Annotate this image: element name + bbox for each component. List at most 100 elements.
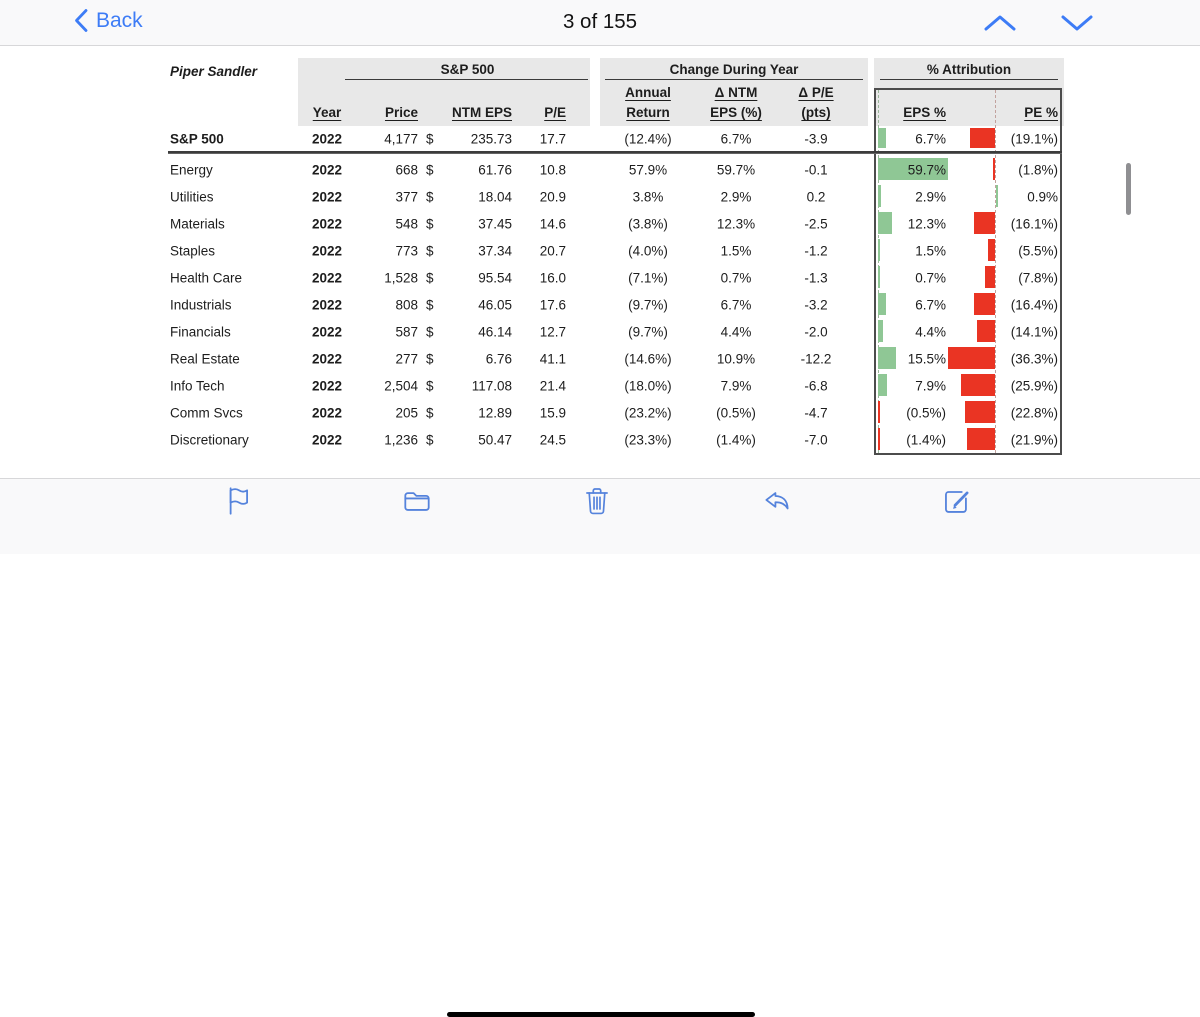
cell-annual-return: (23.3%)	[624, 432, 672, 447]
column-header-pe: P/E	[544, 105, 566, 120]
cell-pe: 24.5	[539, 432, 566, 447]
cell-currency: $	[426, 378, 434, 393]
cell-annual-return: 57.9%	[628, 162, 668, 177]
cell-delta-ntm-eps: 7.9%	[720, 378, 752, 393]
eps-attribution-bar	[878, 374, 888, 396]
cell-pe-attribution: 0.9%	[1027, 189, 1058, 204]
cell-pe: 14.6	[539, 216, 566, 231]
column-header-delta-ntm: Δ NTM	[714, 85, 758, 100]
cell-ntm-eps: 6.76	[485, 351, 512, 366]
back-button[interactable]: Back	[74, 8, 143, 33]
row-label: Discretionary	[170, 432, 249, 447]
cell-pe-attribution: (7.8%)	[1018, 270, 1058, 285]
group-underline	[605, 79, 863, 80]
cell-ntm-eps: 12.89	[478, 405, 512, 420]
cell-year: 2022	[311, 351, 343, 366]
cell-delta-pe: -4.7	[804, 405, 828, 420]
row-label: Financials	[170, 324, 231, 339]
cell-year: 2022	[311, 216, 343, 231]
cell-delta-ntm-eps: 59.7%	[716, 162, 756, 177]
flag-button[interactable]	[220, 484, 254, 518]
pe-attribution-bar	[948, 347, 995, 369]
double-divider-line	[168, 151, 1062, 154]
eps-attribution-bar	[878, 158, 948, 180]
cell-currency: $	[426, 131, 434, 146]
cell-eps-attribution: 59.7%	[907, 162, 946, 177]
cell-year: 2022	[311, 243, 343, 258]
cell-annual-return: (18.0%)	[624, 378, 672, 393]
cell-delta-pe: -6.8	[804, 378, 828, 393]
column-header-year: Year	[312, 105, 342, 120]
cell-pe: 17.6	[539, 297, 566, 312]
table-row: Discretionary 2022 1,236 $ 50.47 24.5 (2…	[168, 426, 1064, 453]
sector-rows: Energy 2022 668 $ 61.76 10.8 57.9% 59.7%…	[168, 156, 1064, 453]
pe-attribution-bar	[970, 128, 995, 148]
table-row: Real Estate 2022 277 $ 6.76 41.1 (14.6%)…	[168, 345, 1064, 372]
cell-eps-attribution: 1.5%	[915, 243, 946, 258]
cell-annual-return: (9.7%)	[628, 297, 668, 312]
cell-year: 2022	[311, 297, 343, 312]
trash-icon	[580, 484, 614, 518]
cell-eps-attribution: 4.4%	[915, 324, 946, 339]
pe-bar-zero-axis	[995, 90, 996, 453]
next-page-chevron-down-icon[interactable]	[1058, 13, 1096, 33]
cell-currency: $	[426, 216, 434, 231]
cell-annual-return: (12.4%)	[624, 131, 672, 146]
folder-button[interactable]	[400, 484, 434, 518]
cell-delta-ntm-eps: (1.4%)	[716, 432, 756, 447]
cell-pe: 41.1	[539, 351, 566, 366]
cell-ntm-eps: 117.08	[471, 378, 512, 393]
cell-currency: $	[426, 351, 434, 366]
cell-ntm-eps: 235.73	[470, 131, 512, 146]
cell-annual-return: (9.7%)	[628, 324, 668, 339]
cell-currency: $	[426, 243, 434, 258]
compose-button[interactable]	[940, 484, 974, 518]
pe-attribution-bar	[984, 266, 995, 288]
cell-delta-pe: -12.2	[800, 351, 832, 366]
cell-price: 1,528	[384, 270, 418, 285]
back-label: Back	[96, 8, 143, 32]
previous-page-chevron-up-icon[interactable]	[981, 13, 1019, 33]
cell-year: 2022	[311, 189, 343, 204]
cell-delta-ntm-eps: 4.4%	[720, 324, 752, 339]
cell-currency: $	[426, 324, 434, 339]
cell-delta-ntm-eps: (0.5%)	[716, 405, 756, 420]
eps-attribution-bar	[878, 401, 880, 423]
home-indicator[interactable]	[447, 1012, 755, 1017]
cell-delta-pe: -0.1	[804, 162, 828, 177]
financial-table: Piper Sandler S&P 500 Change During Year…	[168, 58, 1064, 468]
cell-delta-ntm-eps: 6.7%	[720, 297, 752, 312]
table-row: Health Care 2022 1,528 $ 95.54 16.0 (7.1…	[168, 264, 1064, 291]
cell-pe-attribution: (5.5%)	[1018, 243, 1058, 258]
cell-eps-attribution: 7.9%	[915, 378, 946, 393]
cell-pe-attribution: (14.1%)	[1010, 324, 1058, 339]
reply-button[interactable]	[760, 484, 794, 518]
eps-attribution-bar	[878, 347, 897, 369]
column-header-annual: Annual	[625, 85, 671, 100]
cell-ntm-eps: 61.76	[478, 162, 512, 177]
column-header-eps-pct: EPS (%)	[710, 105, 762, 120]
cell-currency: $	[426, 162, 434, 177]
column-header-price: Price	[384, 105, 418, 120]
table-row: Info Tech 2022 2,504 $ 117.08 21.4 (18.0…	[168, 372, 1064, 399]
cell-ntm-eps: 18.04	[478, 189, 512, 204]
pe-attribution-bar	[974, 212, 995, 234]
cell-year: 2022	[311, 162, 343, 177]
cell-pe-attribution: (25.9%)	[1010, 378, 1058, 393]
trash-button[interactable]	[580, 484, 614, 518]
table-row: Utilities 2022 377 $ 18.04 20.9 3.8% 2.9…	[168, 183, 1064, 210]
row-label: Industrials	[170, 297, 232, 312]
cell-currency: $	[426, 405, 434, 420]
cell-pe: 10.8	[539, 162, 566, 177]
scrollbar-thumb[interactable]	[1126, 163, 1131, 215]
cell-annual-return: (3.8%)	[628, 216, 668, 231]
cell-pe: 20.9	[539, 189, 566, 204]
cell-delta-pe: -7.0	[804, 432, 828, 447]
cell-price: 277	[395, 351, 418, 366]
cell-pe-attribution: (19.1%)	[1010, 131, 1058, 146]
cell-annual-return: (23.2%)	[624, 405, 672, 420]
column-header-eps-attribution: EPS %	[903, 105, 946, 120]
table-row: Staples 2022 773 $ 37.34 20.7 (4.0%) 1.5…	[168, 237, 1064, 264]
pe-attribution-bar	[992, 158, 995, 180]
column-header-ntm-eps: NTM EPS	[451, 105, 512, 120]
